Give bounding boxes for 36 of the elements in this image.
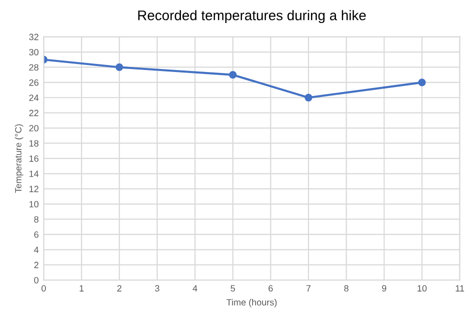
y-tick-label: 10 <box>29 201 38 208</box>
y-tick-label: 0 <box>34 277 38 284</box>
point <box>418 78 426 86</box>
x-tick-label: 10 <box>418 285 427 292</box>
x-tick-label: 7 <box>306 285 311 292</box>
x-tick-label: 1 <box>80 285 84 292</box>
x-tick-label: 0 <box>42 285 46 292</box>
y-tick-label: 8 <box>34 216 38 223</box>
y-tick-label: 12 <box>29 186 38 192</box>
y-tick-label: 14 <box>29 170 39 177</box>
y-tick-label: 24 <box>29 94 39 101</box>
y-tick-label: 20 <box>29 124 38 132</box>
x-tick-label: 3 <box>155 285 160 292</box>
y-tick-label: 16 <box>29 155 38 162</box>
x-tick-label: 8 <box>344 285 348 292</box>
point <box>304 94 312 102</box>
y-tick-label: 28 <box>29 64 38 71</box>
x-axis-title: Time (hours) <box>226 298 277 308</box>
point <box>116 63 124 72</box>
y-tick-label: 26 <box>29 79 38 86</box>
y-tick-label: 2 <box>34 262 38 268</box>
chart-title: Recorded temperatures during a hike <box>138 10 366 24</box>
x-tick-label: 4 <box>192 285 198 292</box>
y-tick-label: 22 <box>29 110 38 116</box>
y-tick-label: 6 <box>34 231 38 238</box>
y-tick-label: 30 <box>29 48 38 56</box>
x-tick-label: 11 <box>456 285 464 292</box>
x-tick-label: 6 <box>268 285 273 292</box>
x-tick-label: 2 <box>117 285 122 292</box>
y-tick-label: 32 <box>29 34 38 40</box>
x-tick-label: 9 <box>382 285 386 292</box>
y-tick-label: 18 <box>29 140 38 147</box>
y-axis-title: Temperature (°C) <box>14 124 24 193</box>
x-tick-label: 5 <box>230 285 235 292</box>
point <box>229 71 237 79</box>
y-tick-label: 4 <box>34 246 39 253</box>
